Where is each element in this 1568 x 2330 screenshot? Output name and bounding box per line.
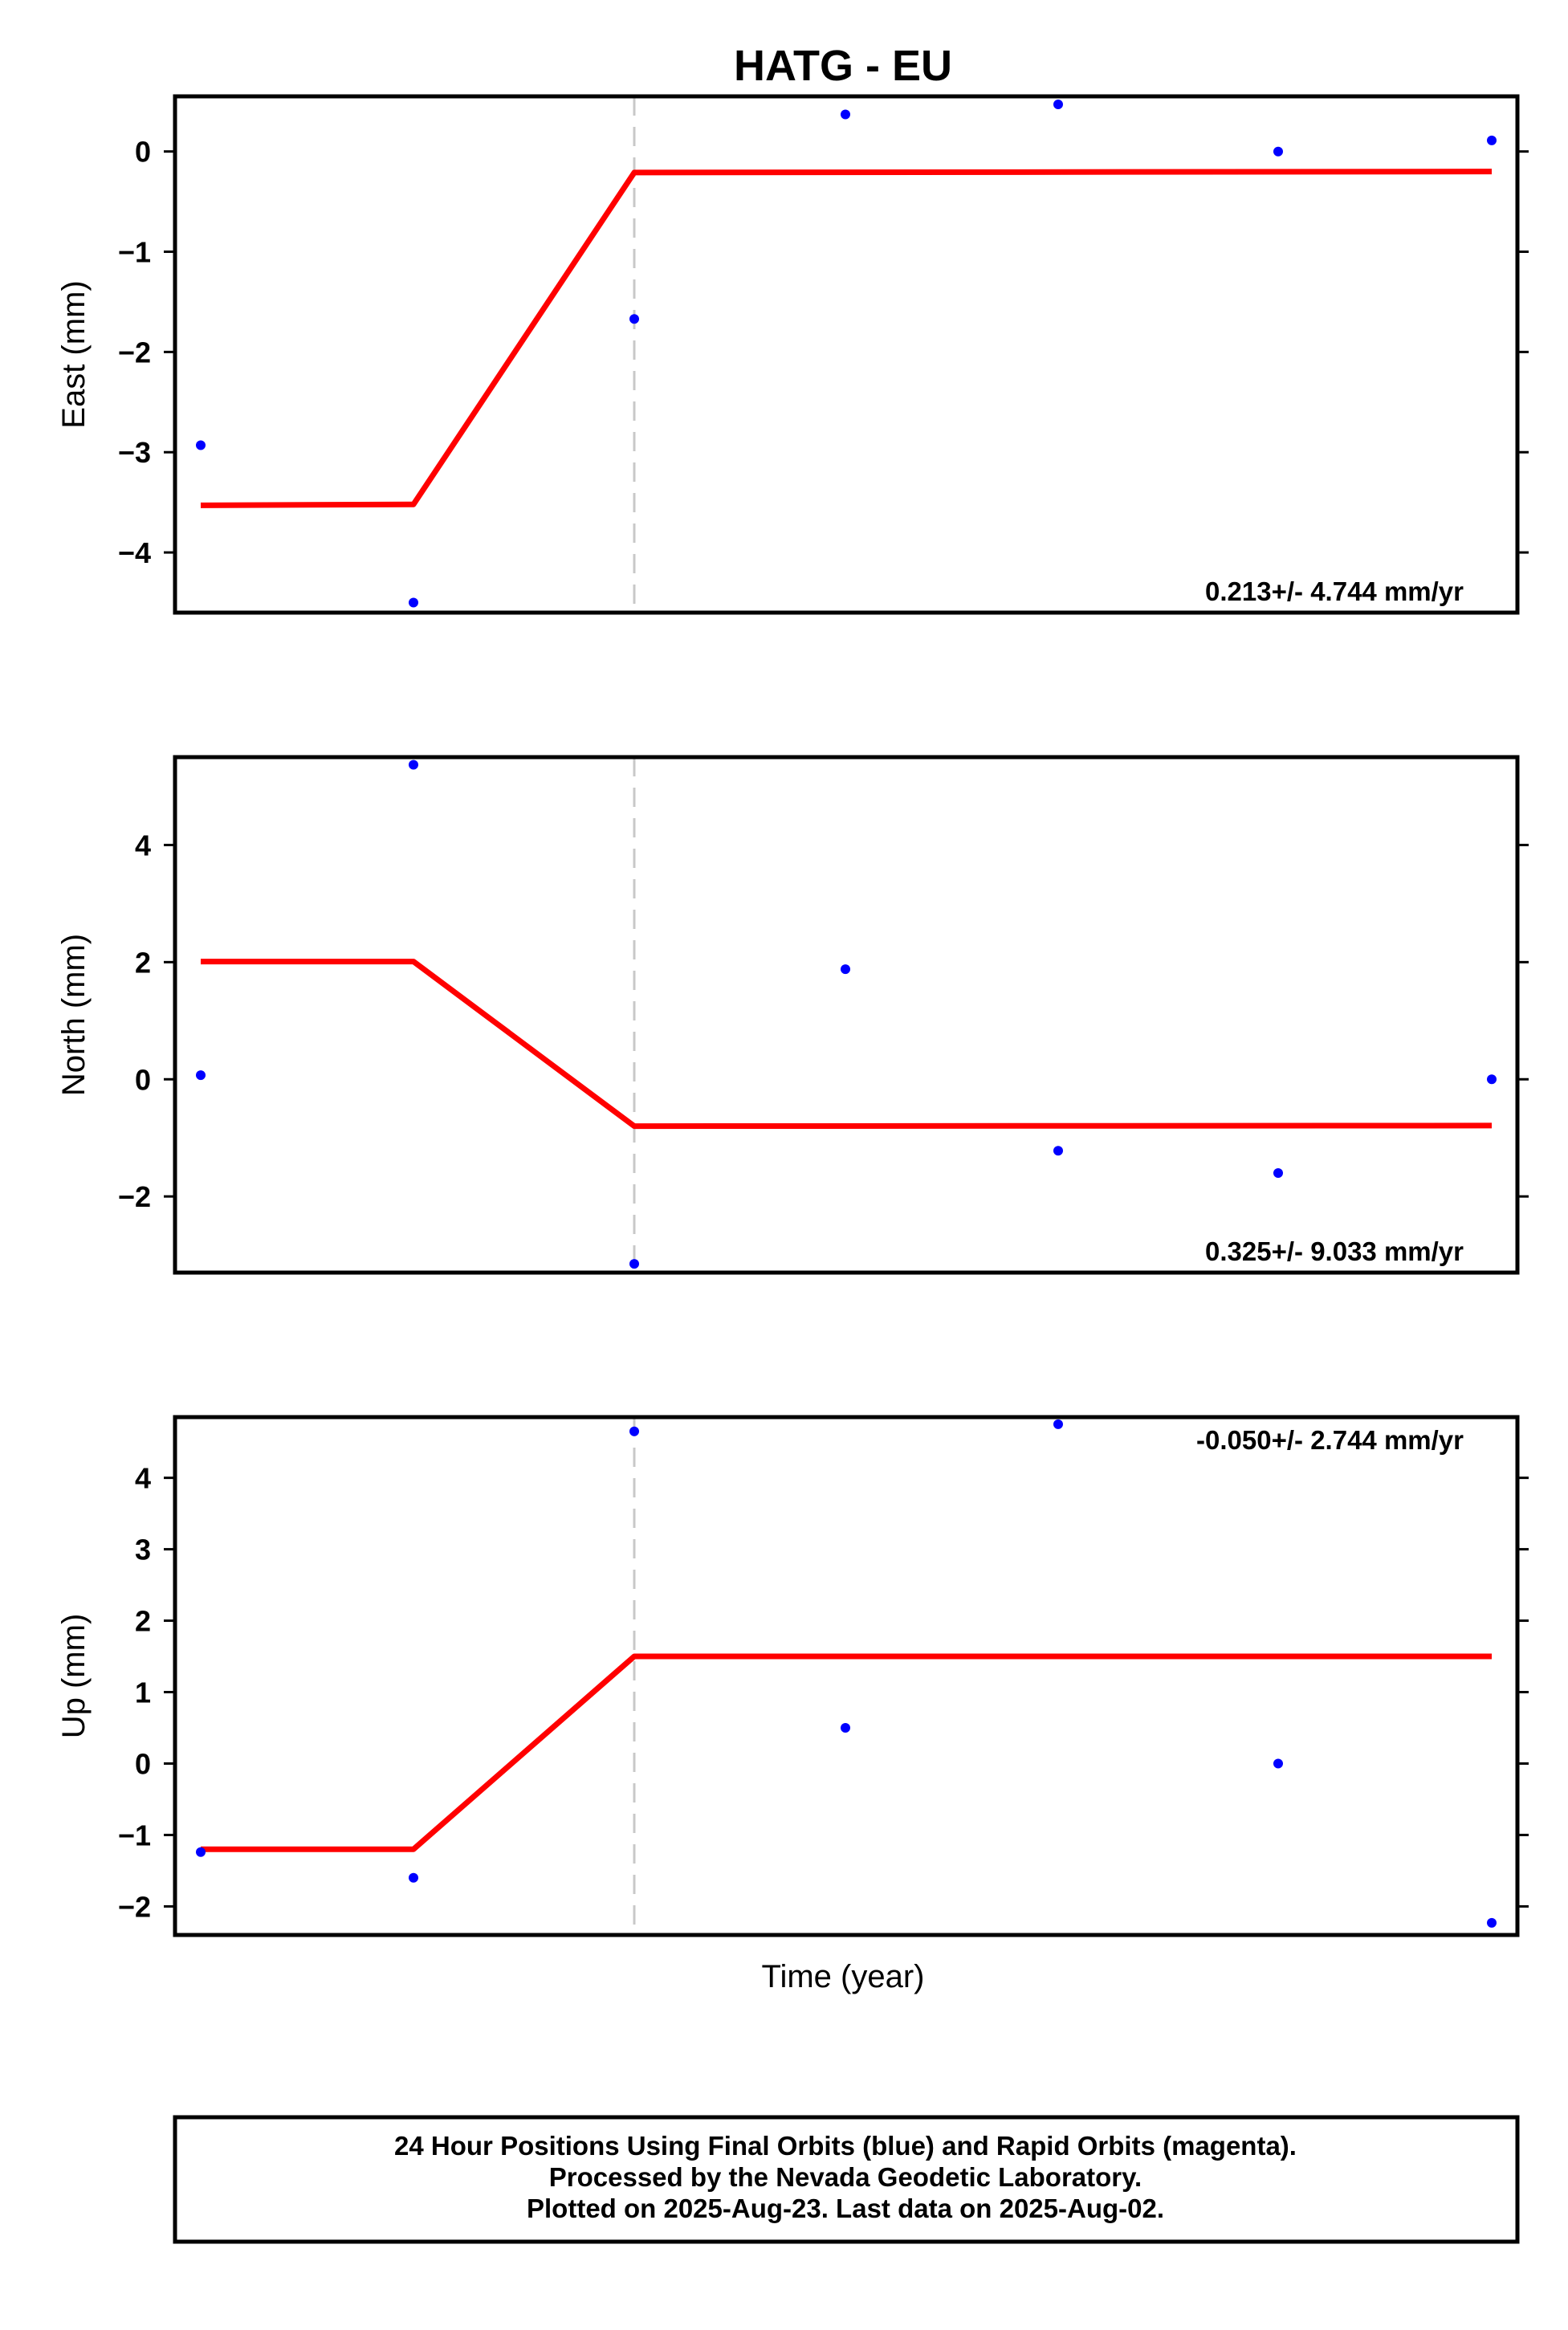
- chart-title: HATG - EU: [734, 42, 952, 90]
- data-point-6: [1273, 1758, 1283, 1769]
- fit-line: [201, 959, 1493, 1130]
- data-point-7: [1487, 1074, 1497, 1085]
- data-point-6: [1273, 146, 1283, 157]
- footer-line-1: 24 Hour Positions Using Final Orbits (bl…: [394, 2131, 1297, 2161]
- y-tick-label: 2: [135, 1605, 151, 1638]
- x-axis-label: Time (year): [762, 1959, 925, 1994]
- footer-line-3: Plotted on 2025-Aug-23. Last data on 202…: [527, 2194, 1164, 2223]
- data-point-4: [841, 1723, 850, 1733]
- y-tick-label: −2: [118, 1180, 151, 1213]
- panels: 0 −1 −2 −3 −4 East (mm) 0.213+/- 4.744 mm/yr 4 2…: [56, 94, 1529, 1937]
- panel-frame: [173, 1415, 1520, 1937]
- rate-annotation: -0.050+/- 2.744 mm/yr: [1196, 1425, 1464, 1455]
- data-point-5: [1053, 1419, 1063, 1429]
- panel-1: 0 −1 −2 −3 −4 East (mm) 0.213+/- 4.744 mm/yr: [56, 94, 1529, 615]
- data-point-1: [196, 440, 206, 450]
- data-point-6: [1273, 1168, 1283, 1178]
- y-tick-label: 3: [135, 1534, 151, 1566]
- data-point-1: [196, 1847, 206, 1857]
- rate-annotation: 0.213+/- 4.744 mm/yr: [1205, 576, 1464, 606]
- data-point-2: [409, 597, 418, 608]
- y-tick-label: 0: [135, 1063, 151, 1096]
- y-tick-label: 4: [135, 1462, 151, 1495]
- data-point-7: [1487, 1917, 1497, 1928]
- data-point-7: [1487, 135, 1497, 145]
- panel-frame: [173, 755, 1520, 1275]
- y-tick-label: −1: [118, 1819, 151, 1851]
- data-point-2: [409, 1872, 418, 1883]
- y-tick-label: 0: [135, 136, 151, 169]
- fit-line: [201, 1653, 1492, 1852]
- footer-line-2: Processed by the Nevada Geodetic Laborat…: [549, 2162, 1142, 2192]
- y-axis-label: East (mm): [56, 280, 92, 428]
- data-point-5: [1053, 1146, 1063, 1156]
- y-tick-label: −2: [118, 1890, 151, 1923]
- y-tick-label: −1: [118, 236, 151, 269]
- y-tick-label: −2: [118, 336, 151, 369]
- data-point-4: [841, 109, 850, 120]
- y-tick-label: 0: [135, 1747, 151, 1780]
- data-point-1: [196, 1070, 206, 1081]
- footer-box: 24 Hour Positions Using Final Orbits (bl…: [173, 2115, 1520, 2244]
- y-tick-label: 4: [135, 829, 151, 862]
- footer-frame: [173, 2115, 1520, 2244]
- data-point-3: [629, 1426, 639, 1436]
- y-axis-label: Up (mm): [56, 1614, 92, 1739]
- y-axis-label: North (mm): [56, 934, 92, 1096]
- y-tick-label: −4: [118, 536, 151, 569]
- fit-line: [200, 169, 1493, 508]
- panel-frame: [173, 94, 1520, 615]
- data-point-5: [1053, 100, 1063, 109]
- rate-annotation: 0.325+/- 9.033 mm/yr: [1205, 1236, 1464, 1266]
- panel-2: 4 2 0 −2 North (mm) 0.325+/- 9.033 mm/yr: [56, 755, 1529, 1275]
- y-tick-label: −3: [118, 436, 151, 469]
- data-point-3: [629, 314, 639, 324]
- panel-3: 4 3 2 1 0 −1 −2 Up (mm) -0.050+/- 2.744 mm/yr: [56, 1415, 1529, 1937]
- data-point-3: [629, 1259, 639, 1269]
- y-tick-label: 2: [135, 946, 151, 979]
- data-point-2: [409, 760, 418, 770]
- data-point-4: [841, 964, 850, 975]
- y-tick-label: 1: [135, 1676, 151, 1709]
